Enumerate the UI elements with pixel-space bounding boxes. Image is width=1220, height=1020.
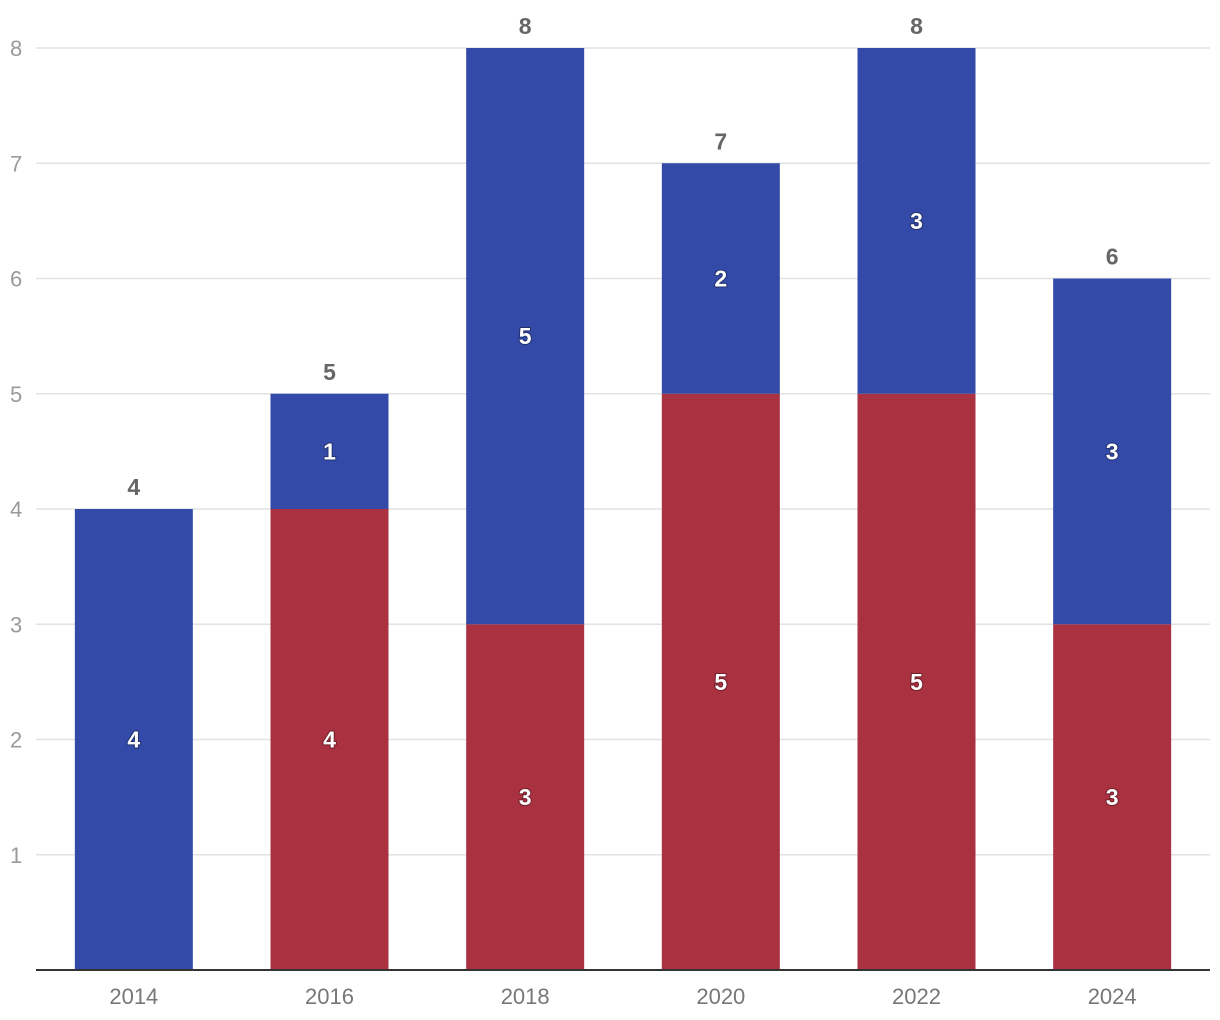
- bar-segment: [270, 509, 389, 970]
- bar-segment: [857, 393, 976, 970]
- x-tick-label: 2024: [1088, 984, 1137, 1009]
- segment-value-label: 2: [714, 266, 727, 292]
- y-tick-label: 3: [10, 612, 22, 637]
- bar-total-label: 8: [519, 13, 532, 39]
- y-tick-label: 6: [10, 267, 22, 292]
- bar-segment: [74, 509, 193, 970]
- segment-value-label: 5: [519, 323, 532, 349]
- y-tick-label: 5: [10, 382, 22, 407]
- bars: [74, 48, 1172, 970]
- bar-total-label: 4: [127, 474, 140, 500]
- bar-segment: [661, 393, 780, 970]
- x-tick-label: 2020: [696, 984, 745, 1009]
- bar-total-label: 6: [1106, 244, 1119, 270]
- segment-value-label: 3: [1106, 784, 1119, 810]
- data-labels: 4 4 4 1 5 3 5 8 5 2 7 5 3 8 3 3 6: [126, 13, 1119, 811]
- segment-value-label: 1: [323, 438, 336, 464]
- segment-value-label: 5: [910, 669, 923, 695]
- segment-value-label: 5: [714, 669, 727, 695]
- segment-value-label: 3: [910, 208, 923, 234]
- x-tick-label: 2014: [109, 984, 158, 1009]
- bar-segment: [661, 163, 780, 394]
- y-tick-label: 2: [10, 728, 22, 753]
- y-tick-label: 7: [10, 151, 22, 176]
- y-tick-label: 1: [10, 843, 22, 868]
- x-axis-ticks: 2014 2016 2018 2020 2022 2024: [109, 984, 1136, 1009]
- bar-segment: [466, 48, 585, 625]
- y-tick-label: 8: [10, 36, 22, 61]
- bar-segment: [466, 624, 585, 970]
- y-tick-label: 4: [10, 497, 22, 522]
- segment-value-label: 3: [519, 784, 532, 810]
- segment-value-label: 4: [127, 727, 140, 753]
- bar-total-label: 5: [323, 359, 336, 385]
- x-tick-label: 2016: [305, 984, 354, 1009]
- bar-total-label: 8: [910, 13, 923, 39]
- bar-segment: [857, 48, 976, 394]
- x-tick-label: 2022: [892, 984, 941, 1009]
- bar-segment: [1053, 624, 1172, 970]
- segment-value-label: 4: [323, 727, 336, 753]
- bar-total-label: 7: [714, 128, 727, 154]
- gridlines: [36, 47, 1210, 856]
- x-tick-label: 2018: [501, 984, 550, 1009]
- segment-value-label: 3: [1106, 438, 1119, 464]
- bar-segment: [1053, 278, 1172, 625]
- bar-segment: [270, 393, 389, 509]
- y-axis-ticks: 1 2 3 4 5 6 7 8: [10, 36, 22, 868]
